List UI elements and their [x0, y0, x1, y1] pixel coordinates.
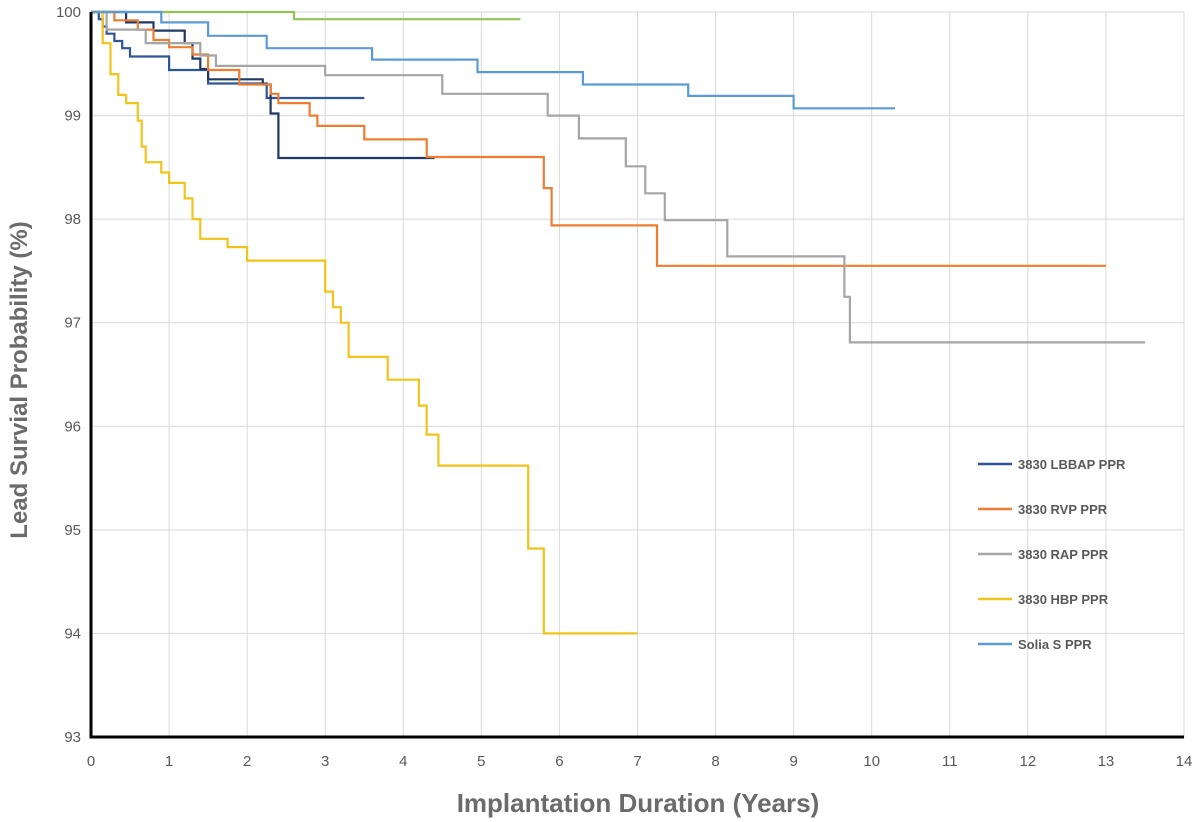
- x-tick-label: 7: [633, 753, 641, 770]
- x-tick-label: 0: [87, 753, 95, 770]
- grid-lines: [91, 11, 1185, 737]
- x-tick-label: 6: [555, 753, 563, 770]
- x-axis-title: Implantation Duration (Years): [457, 788, 820, 818]
- y-tick-label: 96: [64, 418, 81, 435]
- y-tick-label: 100: [56, 4, 81, 21]
- y-axis-title: Lead Survial Probability (%): [6, 221, 33, 538]
- legend-label: 3830 RAP PPR: [1018, 547, 1109, 562]
- legend: 3830 LBBAP PPR 3830 RVP PPR 3830 RAP PPR 38…: [978, 457, 1126, 652]
- y-tick-label: 98: [64, 211, 81, 228]
- x-tick-label: 5: [477, 753, 485, 770]
- x-tick-label: 11: [942, 753, 958, 770]
- series-line: [91, 10, 1145, 344]
- x-tick-label: 3: [321, 753, 329, 770]
- x-tick-label: 12: [1020, 753, 1037, 770]
- legend-label: 3830 HBP PPR: [1018, 592, 1109, 607]
- series-line: [91, 10, 521, 21]
- x-tick-label: 9: [789, 753, 797, 770]
- y-tick-label: 97: [64, 315, 81, 332]
- y-tick-label: 99: [64, 108, 81, 125]
- legend-label: 3830 LBBAP PPR: [1018, 457, 1126, 472]
- x-tick-label: 8: [711, 753, 719, 770]
- x-tick-label: 10: [863, 753, 880, 770]
- x-tick-label: 4: [399, 753, 407, 770]
- legend-label: Solia S PPR: [1018, 637, 1092, 652]
- series-line: [91, 10, 435, 160]
- series-line: [91, 10, 365, 100]
- y-tick-label: 94: [64, 625, 81, 642]
- axes: [89, 12, 1184, 739]
- series-line: [91, 10, 896, 110]
- x-tick-label: 2: [243, 753, 251, 770]
- x-tick-label: 14: [1176, 753, 1193, 770]
- x-tick-label: 13: [1098, 753, 1115, 770]
- y-tick-label: 95: [64, 522, 81, 539]
- series-lines: [91, 10, 1145, 635]
- x-tick-label: 1: [165, 753, 173, 770]
- series-line: [91, 10, 638, 635]
- series-line: [91, 10, 1106, 267]
- legend-label: 3830 RVP PPR: [1018, 502, 1108, 517]
- y-tick-label: 93: [64, 729, 81, 746]
